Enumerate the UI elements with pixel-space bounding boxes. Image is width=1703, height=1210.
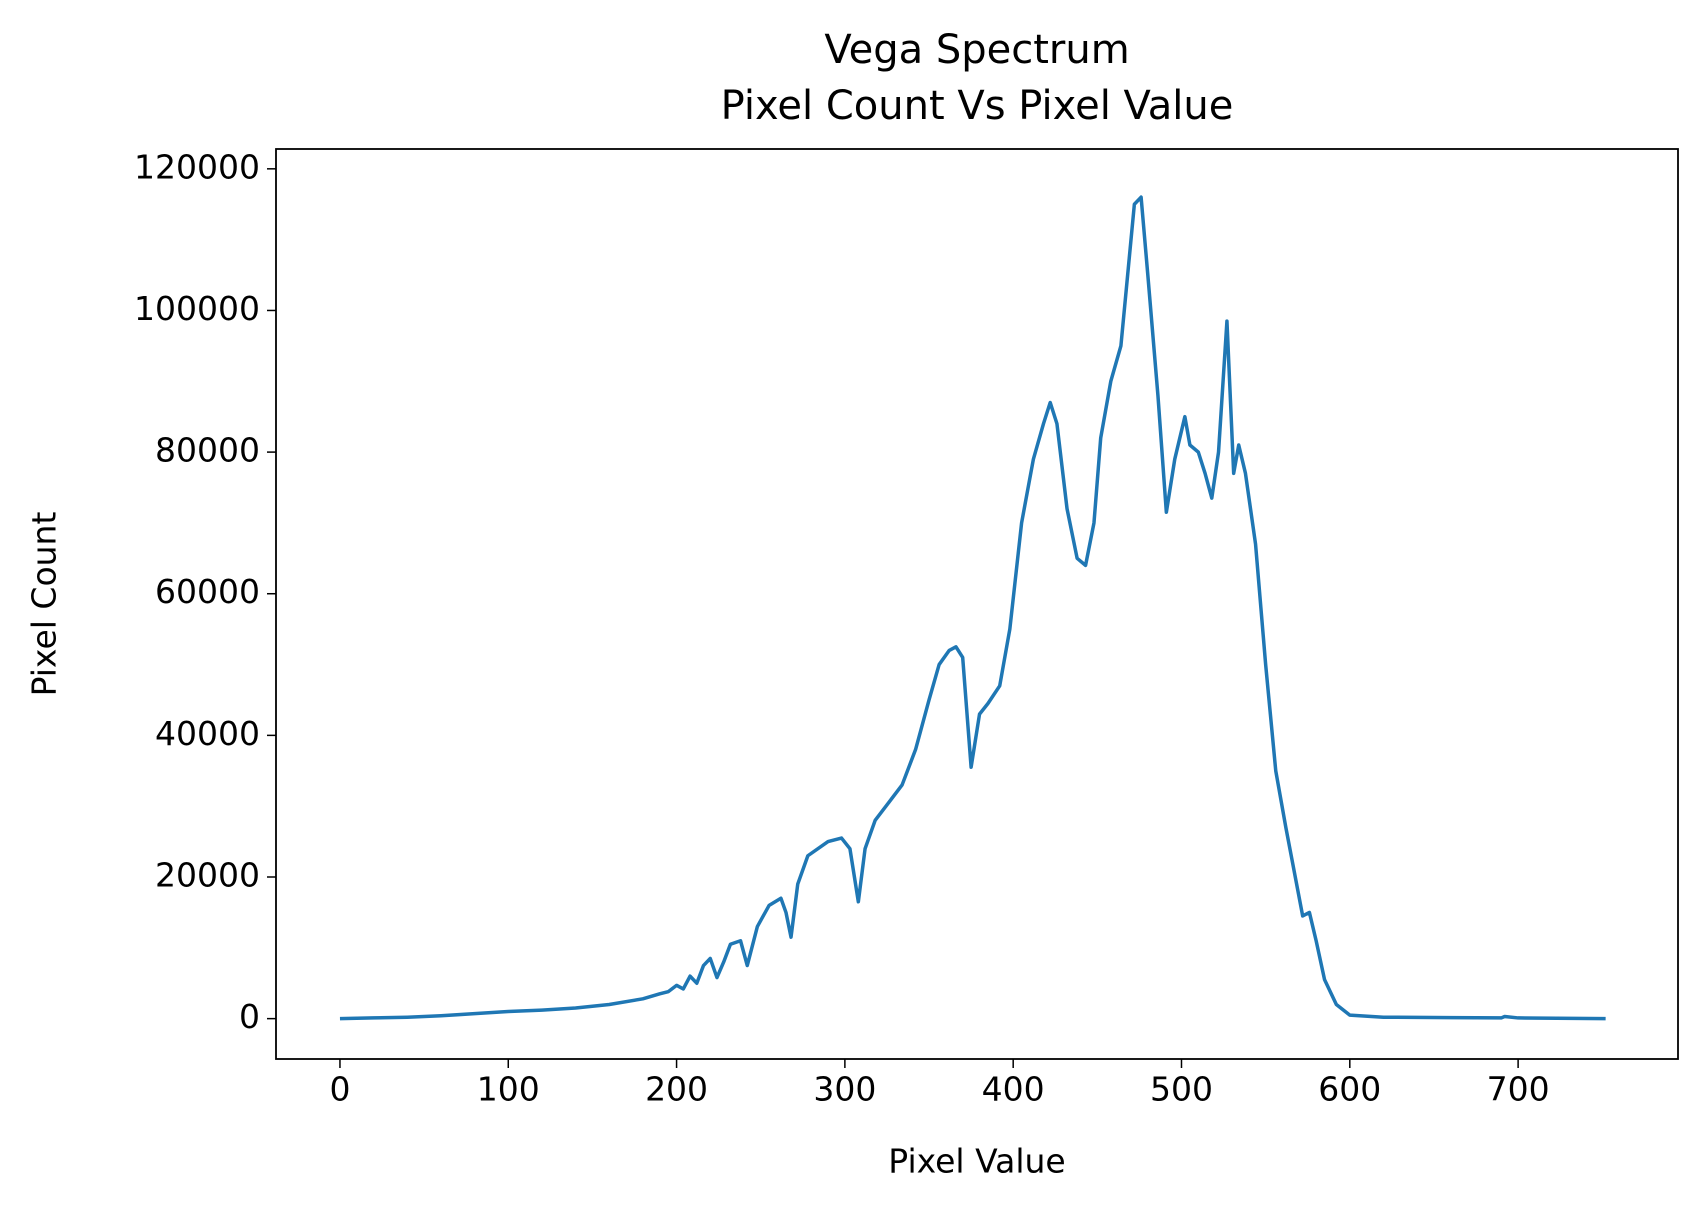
x-axis-label: Pixel Value <box>888 1142 1065 1181</box>
y-axis-label: Pixel Count <box>25 512 64 697</box>
y-tick-label: 60000 <box>155 572 260 611</box>
y-tick-label: 100000 <box>134 289 260 328</box>
y-tick-label: 80000 <box>155 431 260 470</box>
chart-subtitle: Pixel Count Vs Pixel Value <box>721 83 1234 129</box>
plot-frame <box>275 148 1679 1060</box>
y-tick-label: 40000 <box>155 714 260 753</box>
y-tick-label: 120000 <box>134 147 260 186</box>
y-tick-label: 20000 <box>155 856 260 895</box>
x-tick-label: 400 <box>982 1070 1045 1109</box>
x-tick-label: 300 <box>813 1070 876 1109</box>
x-tick-label: 0 <box>329 1070 350 1109</box>
data-line <box>339 195 1606 1021</box>
x-tick-label: 500 <box>1150 1070 1213 1109</box>
x-tick-label: 700 <box>1487 1070 1550 1109</box>
chart-title: Vega Spectrum <box>824 27 1129 73</box>
x-tick-label: 200 <box>645 1070 708 1109</box>
y-tick-label: 0 <box>239 997 260 1036</box>
x-tick-label: 600 <box>1318 1070 1381 1109</box>
x-tick-label: 100 <box>477 1070 540 1109</box>
